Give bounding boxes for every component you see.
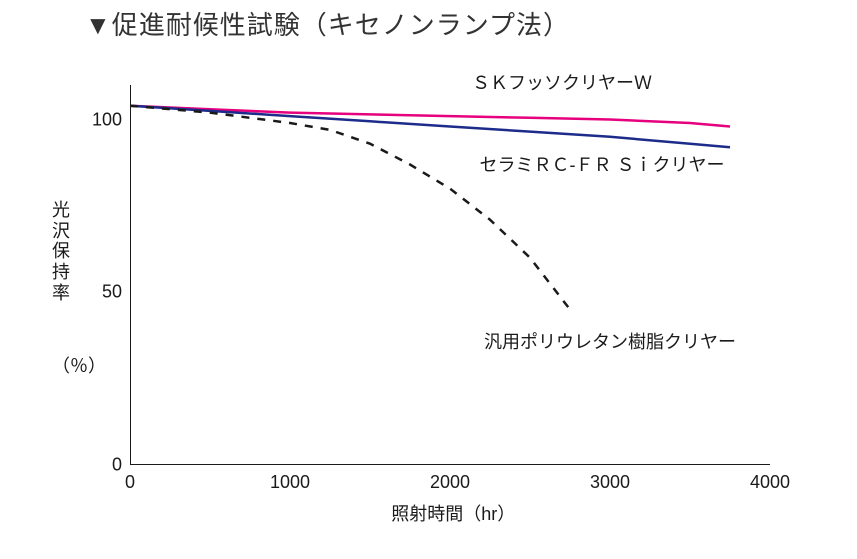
x-tick-label: 0 bbox=[125, 472, 135, 493]
series-label: セラミＲＣ-ＦＲ Ｓｉクリヤー bbox=[480, 151, 725, 177]
x-axis-label: 照射時間（hr） bbox=[391, 500, 515, 526]
series-line bbox=[130, 106, 730, 127]
series-label: 汎用ポリウレタン樹脂クリヤー bbox=[484, 328, 736, 354]
y-axis-label: 光沢保持率 bbox=[52, 200, 70, 303]
chart-svg bbox=[130, 85, 770, 465]
chart-title: ▼促進耐候性試験（キセノンランプ法） bbox=[85, 5, 570, 42]
series-label: ＳＫフッソクリヤーＷ bbox=[472, 69, 652, 95]
chart-container: ▼促進耐候性試験（キセノンランプ法） 光沢保持率 （％） 照射時間（hr） 0 5… bbox=[0, 0, 857, 559]
x-tick-label: 1000 bbox=[270, 472, 310, 493]
series-line bbox=[130, 106, 730, 148]
plot-area bbox=[130, 85, 770, 465]
y-tick-label: 0 bbox=[82, 455, 122, 476]
y-tick-label: 100 bbox=[82, 109, 122, 130]
y-axis-unit: （％） bbox=[52, 352, 106, 378]
x-tick-label: 4000 bbox=[750, 472, 790, 493]
x-tick-label: 2000 bbox=[430, 472, 470, 493]
x-tick-label: 3000 bbox=[590, 472, 630, 493]
series-line bbox=[130, 106, 570, 310]
y-tick-label: 50 bbox=[82, 282, 122, 303]
